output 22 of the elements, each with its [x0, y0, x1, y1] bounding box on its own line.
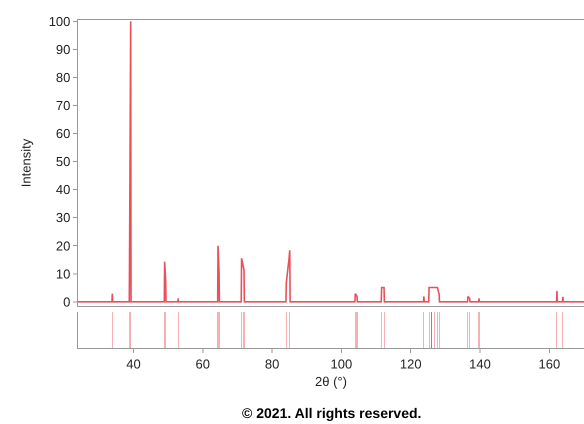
y-tick-label: 0: [63, 294, 70, 310]
y-tick-label: 80: [56, 70, 70, 86]
x-tick-label: 60: [196, 356, 210, 372]
x-tick-label: 140: [469, 356, 491, 372]
x-tick-label: 160: [538, 356, 560, 372]
y-tick-label: 90: [56, 42, 70, 57]
x-tick-label: 40: [126, 356, 141, 372]
y-tick-label: 30: [56, 210, 70, 226]
y-tick-label: 70: [56, 98, 70, 114]
x-tick-label: 100: [330, 356, 352, 372]
line-series: [78, 20, 584, 303]
x-tick-label: 120: [400, 356, 422, 372]
y-tick-label: 40: [56, 182, 70, 198]
y-tick-label: 20: [56, 238, 70, 254]
text: © 2021. All rights reserved.: [242, 405, 422, 421]
x-tick-label: 80: [264, 356, 280, 372]
y-tick-label: 10: [56, 266, 70, 282]
y-tick-label: 60: [56, 126, 70, 142]
y-axis-title: Intensity: [18, 138, 34, 188]
x-axis-title: 2θ (°): [315, 374, 347, 390]
y-tick-label: 50: [56, 154, 70, 170]
y-tick-label: 100: [48, 14, 70, 29]
